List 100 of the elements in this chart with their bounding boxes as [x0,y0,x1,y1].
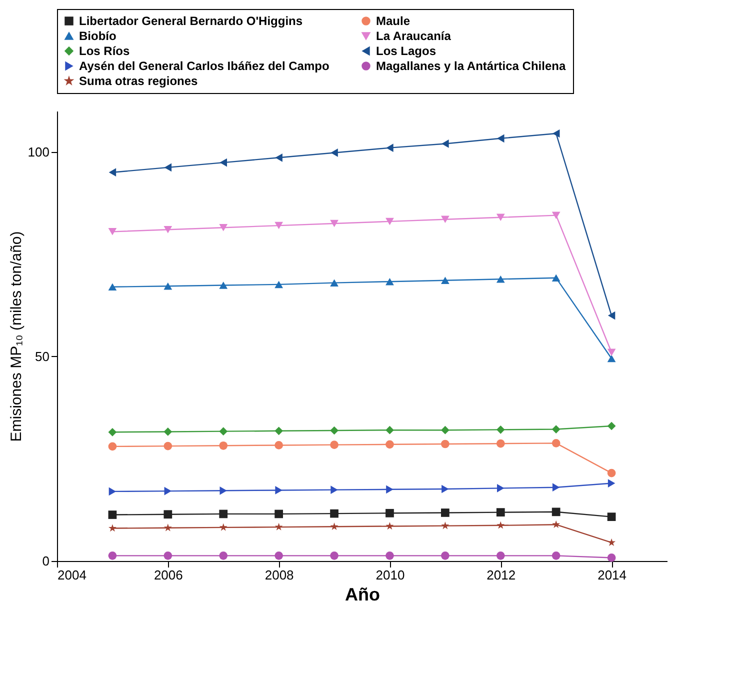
point [386,522,394,530]
point [497,484,504,492]
point [330,486,338,494]
point [164,486,172,496]
point [274,222,283,230]
point [552,212,560,219]
legend-label: Biobío [79,29,116,43]
point [330,522,338,530]
point [108,283,117,291]
point [164,442,172,450]
point [441,552,450,560]
point [275,153,282,162]
point [441,216,450,224]
point [219,427,228,436]
point [441,522,450,530]
point [608,311,616,320]
point [607,422,616,430]
point [386,552,394,560]
point [164,282,172,290]
point [386,508,394,518]
y-tick-label: 100 [28,144,50,160]
point [164,552,172,560]
point [330,148,338,157]
point [219,224,228,232]
legend-label: Los Ríos [79,44,130,58]
x-tick-label: 2006 [154,568,183,582]
point [496,521,505,529]
point [274,441,283,450]
point [274,510,283,518]
point [330,426,338,435]
point [441,508,450,517]
point [496,276,505,283]
x-tick-label: 2012 [486,568,516,582]
point [386,144,394,152]
point [442,140,449,148]
point [108,510,117,519]
point [552,508,560,516]
x-axis-title: Año [345,584,380,604]
point [274,552,283,560]
legend-label: Los Lagos [376,44,436,58]
point [496,426,505,434]
point [386,426,394,434]
point [219,510,228,518]
point [552,129,560,138]
point [607,554,616,562]
point [441,440,450,448]
point [274,280,283,288]
point [108,442,117,451]
point [274,426,283,436]
point [552,439,560,448]
point [608,479,616,488]
point [441,426,450,434]
point [496,214,505,221]
point [552,552,560,560]
point [220,158,227,167]
point [607,348,616,356]
point [108,524,116,532]
point [164,510,172,519]
x-tick-label: 2010 [376,568,405,582]
point [607,512,616,521]
legend-label: Libertador General Bernardo O'Higgins [79,14,303,28]
point [386,440,394,449]
point [219,552,228,560]
y-tick-label: 0 [42,554,50,568]
point [552,520,560,528]
legend-label: Suma otras regiones [79,74,198,88]
point [608,538,616,546]
point [108,228,117,236]
point [164,524,172,532]
point [386,218,394,226]
point [386,278,394,286]
point [219,523,228,531]
y-tick-label: 50 [35,348,50,364]
point [330,440,338,449]
point [108,168,116,177]
point [164,428,172,436]
point [552,274,560,282]
y-axis-title: Emisiones MP₁₀ (miles ton/año) [8,231,25,442]
point [219,441,228,450]
legend-label: Maule [376,14,410,28]
point [496,552,505,560]
point [108,487,116,496]
point [275,486,282,494]
point [330,279,338,286]
point [441,276,450,284]
point [220,486,227,495]
x-tick-label: 2008 [264,568,294,582]
point [496,508,505,516]
point [607,468,616,478]
point [497,134,504,143]
legend-label: La Araucanía [376,29,452,43]
point [330,509,338,518]
point [552,483,560,492]
point [386,485,394,494]
point [442,484,449,494]
legend-label: Aysén del General Carlos Ibáñez del Campo [79,59,330,73]
point [108,552,117,560]
point [330,220,338,228]
x-tick-label: 2014 [598,568,627,582]
legend-label: Magallanes y la Antártica Chilena [376,59,566,73]
